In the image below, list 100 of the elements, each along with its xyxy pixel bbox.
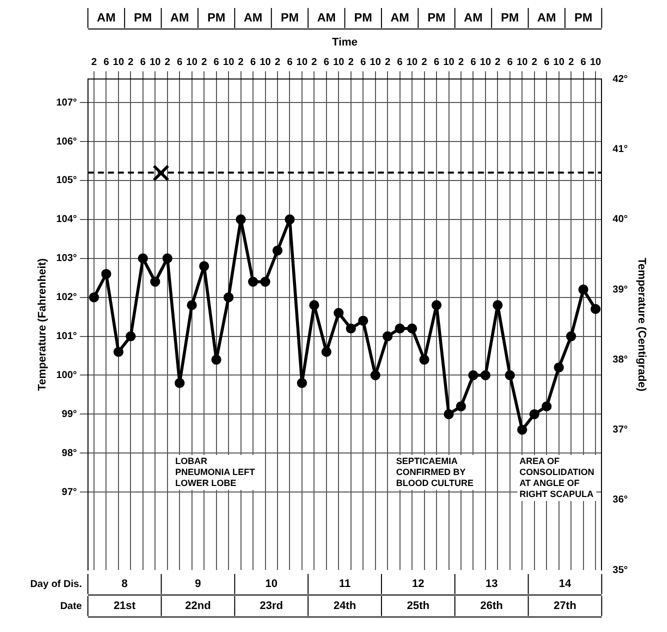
x-tick-label: 10 (112, 56, 124, 68)
y2-tick-label: 37° (612, 424, 628, 436)
x-tick-label: 10 (480, 56, 492, 68)
text: 21st (114, 600, 136, 612)
x-tick-label: 6 (470, 56, 476, 68)
y2-tick-label: 35° (612, 564, 628, 576)
point (566, 331, 576, 342)
text: AM (244, 10, 262, 24)
point (309, 300, 320, 310)
point (432, 300, 442, 310)
x-tick-label: 2 (458, 56, 464, 68)
text: PM (428, 10, 446, 24)
point (382, 331, 393, 342)
y-tick-label: 106° (56, 136, 77, 148)
point (199, 261, 210, 272)
point (138, 253, 148, 264)
x-tick-label: 6 (397, 56, 404, 68)
x-tick-label: 6 (507, 56, 514, 68)
point (456, 401, 466, 412)
text: 13 (485, 578, 498, 590)
x-tick-label: 10 (553, 56, 565, 68)
y-tick-label: 101° (56, 331, 77, 342)
point (89, 292, 99, 302)
text: AM (170, 10, 189, 24)
x-tick-label: 6 (360, 56, 366, 68)
point (162, 253, 172, 264)
point (101, 268, 112, 279)
point (272, 246, 282, 256)
x-tick-label: 6 (286, 56, 293, 68)
text: 23rd (260, 600, 284, 612)
text: 8 (122, 578, 128, 590)
x-tick-label: 10 (296, 56, 308, 68)
point (150, 276, 160, 287)
x-tick-label: 10 (186, 56, 198, 68)
x-tick-label: 6 (103, 56, 110, 68)
point (590, 304, 601, 314)
y-tick-label: 100° (56, 370, 77, 381)
text: 26th (480, 600, 504, 612)
point (444, 409, 454, 420)
point (248, 276, 258, 287)
x-tick-label: 10 (333, 56, 345, 68)
text: PM (500, 10, 519, 24)
y-tick-label: 102° (56, 292, 77, 304)
point (394, 323, 405, 334)
x-tick-label: 2 (532, 56, 538, 68)
text: 10 (265, 578, 278, 590)
y2-tick-label: 41° (612, 144, 628, 156)
y-tick-label: 104° (56, 214, 77, 226)
y2-tick-label: 40° (612, 214, 628, 226)
x-axis-title: Time (332, 36, 358, 49)
y2-tick-label: 39° (612, 284, 628, 296)
x-tick-label: 10 (406, 56, 418, 68)
point (113, 346, 124, 357)
y2-axis-title: Temperature (Centigrade) (635, 258, 648, 392)
text: PM (574, 10, 592, 24)
text: AM (537, 10, 556, 24)
text: PM (354, 10, 372, 24)
y-tick-label: 107° (56, 97, 77, 108)
point (517, 424, 528, 435)
point (334, 308, 344, 318)
point (186, 300, 197, 310)
x-tick-label: 6 (324, 56, 330, 68)
point (542, 401, 552, 412)
point (284, 214, 295, 224)
annotation: LOBAR PNEUMONIA LEFT LOWER LOBE (175, 456, 256, 488)
x-tick-label: 2 (494, 56, 501, 68)
text: PM (280, 10, 299, 24)
text: AM (317, 10, 336, 24)
text: 25th (406, 600, 430, 612)
point (126, 331, 136, 342)
point (480, 370, 490, 380)
point (492, 300, 503, 310)
point (578, 284, 588, 295)
x-tick-label: 6 (580, 56, 587, 68)
x-tick-label: 10 (370, 56, 382, 68)
y2-tick-label: 38° (612, 354, 628, 366)
point (224, 292, 234, 302)
point (260, 276, 270, 287)
point (346, 323, 356, 334)
text: 22nd (185, 600, 211, 612)
text: 24th (333, 600, 356, 612)
text: 11 (338, 578, 351, 590)
x-tick-label: 6 (544, 56, 550, 68)
x-tick-label: 6 (176, 56, 183, 68)
point (296, 378, 307, 388)
text: PM (207, 10, 226, 24)
text: 14 (558, 578, 572, 590)
y-tick-label: 103° (56, 253, 77, 264)
point (236, 214, 246, 224)
x-tick-label: 2 (164, 56, 171, 68)
x-tick-label: 2 (384, 56, 391, 68)
point (407, 323, 418, 334)
x-tick-label: 6 (250, 56, 256, 68)
x-tick-label: 2 (128, 56, 134, 68)
annotation: SEPTICAEMIA CONFIRMED BY BLOOD CULTURE (396, 456, 474, 488)
text: AM (390, 10, 410, 24)
x-tick-label: 2 (311, 56, 318, 68)
y2-tick-label: 36° (612, 494, 628, 506)
x-tick-label: 2 (568, 56, 574, 68)
x-tick-label: 6 (434, 56, 440, 68)
